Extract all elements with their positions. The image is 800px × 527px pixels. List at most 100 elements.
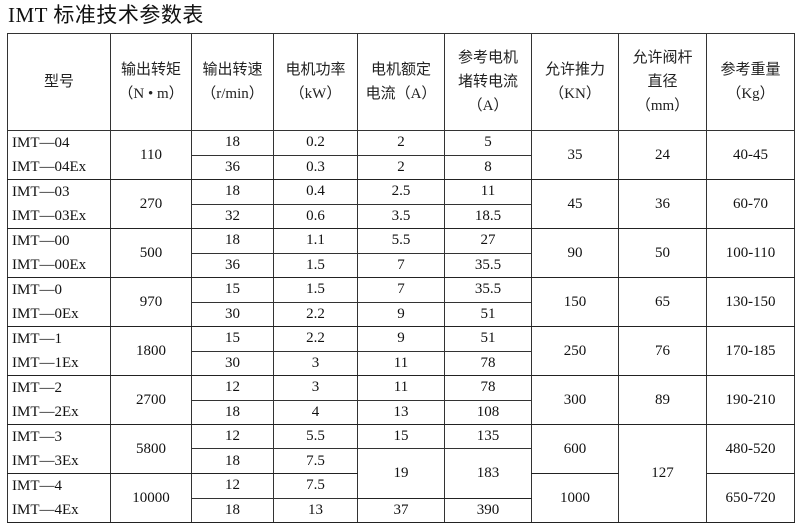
model-name: IMT—0	[12, 282, 62, 298]
cell-speed: 15	[191, 277, 274, 303]
cell-stall: 11	[444, 179, 532, 205]
cell-power: 0.4	[273, 179, 358, 205]
table-row: IMT—04 IMT—04Ex 110 18 0.2 2 5 35 24 40-45	[7, 130, 795, 180]
cell-torque: 1800	[110, 326, 192, 376]
cell-torque: 110	[110, 130, 192, 180]
cell-model: IMT—3 IMT—3Ex	[7, 424, 111, 474]
model-name: IMT—4Ex	[12, 502, 79, 518]
model-name: IMT—1	[12, 331, 62, 347]
cell-stall: 78	[444, 350, 532, 376]
cell-power: 2.2	[273, 301, 358, 327]
model-name: IMT—1Ex	[12, 355, 79, 371]
table-row: IMT—4 IMT—4Ex 10000 12 7.5 1000 650-720	[7, 473, 795, 523]
cell-thrust: 150	[531, 277, 619, 327]
header-line: 堵转电流	[457, 74, 518, 90]
cell-speed: 15	[191, 326, 274, 352]
cell-power: 13	[273, 497, 358, 523]
table-row: IMT—2 IMT—2Ex 2700 12 3 11 78 300 89 190-210	[7, 375, 795, 425]
cell-speed: 18	[191, 448, 274, 474]
table-row: 30 2.2 9 51	[8, 301, 795, 327]
header-line: （N • m）	[118, 86, 184, 102]
header-weight: 参考重量 （Kg）	[706, 33, 795, 131]
header-line: 参考重量	[720, 62, 781, 78]
model-name: IMT—00	[12, 233, 70, 249]
header-stall: 参考电机 堵转电流 （A）	[444, 33, 532, 131]
header-speed: 输出转速 （r/min）	[191, 33, 274, 131]
cell-current: 3.5	[357, 203, 445, 229]
cell-power: 3	[273, 375, 358, 401]
cell-stem: 24	[618, 130, 707, 180]
cell-current: 37	[357, 497, 445, 523]
header-line: 电流（A）	[365, 86, 437, 102]
cell-current: 19	[357, 448, 445, 499]
cell-stem: 127	[618, 424, 707, 523]
cell-power: 2.2	[273, 326, 358, 352]
model-name: IMT—04	[12, 135, 70, 151]
header-model: 型号	[7, 33, 111, 131]
cell-model: IMT—1 IMT—1Ex	[7, 326, 111, 376]
cell-current: 15	[357, 424, 445, 449]
header-line: 输出转速	[202, 62, 263, 78]
cell-torque: 500	[110, 228, 192, 278]
cell-current: 5.5	[357, 228, 445, 254]
table-row: IMT—0 IMT—0Ex 970 15 1.5 7 35.5 150 65 130-150	[7, 277, 795, 327]
cell-power: 4	[273, 399, 358, 425]
cell-current: 11	[357, 375, 445, 401]
table-row: 30 3 11 78	[8, 350, 795, 376]
cell-speed: 12	[191, 375, 274, 401]
cell-current: 9	[357, 326, 445, 352]
cell-stall: 108	[444, 399, 532, 425]
cell-torque: 270	[110, 179, 192, 229]
cell-current: 11	[357, 350, 445, 376]
header-line: 型号	[43, 74, 74, 90]
cell-thrust: 90	[531, 228, 619, 278]
cell-thrust: 45	[531, 179, 619, 229]
spec-table: 型号 输出转矩 （N • m） 输出转速 （r/min） 电机功率 （kW） 电机额定 电流（A…	[7, 33, 795, 523]
table-row: 36 1.5 7 35.5	[8, 252, 795, 278]
cell-speed: 30	[191, 301, 274, 327]
cell-thrust: 300	[531, 375, 619, 425]
cell-power: 1.5	[273, 252, 358, 278]
model-name: IMT—04Ex	[12, 159, 87, 175]
header-row: 型号 输出转矩 （N • m） 输出转速 （r/min） 电机功率 （kW） 电机额定 电流（A…	[7, 33, 795, 131]
model-name: IMT—00Ex	[12, 257, 87, 273]
cell-speed: 18	[191, 130, 274, 156]
model-name: IMT—3	[12, 429, 62, 445]
cell-model: IMT—04 IMT—04Ex	[7, 130, 111, 180]
table-row: 32 0.6 3.5 18.5	[8, 203, 795, 229]
cell-torque: 2700	[110, 375, 192, 425]
header-line: （Kg）	[726, 86, 775, 102]
table-row: 18 13 37 390	[8, 497, 795, 523]
cell-stall: 135	[444, 424, 532, 449]
cell-speed: 36	[191, 252, 274, 278]
cell-stall: 8	[444, 154, 532, 180]
table-row: IMT—3 IMT—3Ex 5800 12 5.5 15 135 600 127 480-520	[7, 424, 795, 523]
model-name: IMT—2Ex	[12, 404, 79, 420]
cell-speed: 30	[191, 350, 274, 376]
model-name: IMT—0Ex	[12, 306, 79, 322]
cell-current: 7	[357, 252, 445, 278]
cell-weight: 100-110	[706, 228, 795, 278]
cell-stall: 35.5	[444, 252, 532, 278]
cell-power: 7.5	[273, 448, 358, 474]
header-power: 电机功率 （kW）	[273, 33, 358, 131]
cell-torque: 5800	[110, 424, 192, 474]
cell-power: 0.6	[273, 203, 358, 229]
cell-thrust: 1000	[531, 473, 619, 523]
cell-current: 2	[357, 130, 445, 156]
cell-stem: 89	[618, 375, 707, 425]
header-stem: 允许阀杆 直径 （mm）	[618, 33, 707, 131]
page-title: IMT 标准技术参数表	[8, 3, 204, 27]
cell-stall: 18.5	[444, 203, 532, 229]
cell-weight: 650-720	[706, 473, 795, 523]
cell-weight: 190-210	[706, 375, 795, 425]
cell-stall: 390	[444, 497, 532, 523]
cell-stall: 51	[444, 326, 532, 352]
cell-stall: 78	[444, 375, 532, 401]
cell-speed: 18	[191, 228, 274, 254]
header-line: 允许推力	[544, 62, 605, 78]
cell-power: 1.5	[273, 277, 358, 303]
model-name: IMT—4	[12, 478, 62, 494]
cell-current: 2.5	[357, 179, 445, 205]
cell-thrust: 600	[531, 424, 619, 474]
